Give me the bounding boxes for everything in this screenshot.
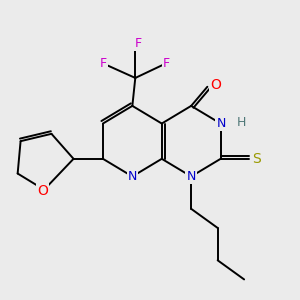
- Text: O: O: [210, 78, 221, 92]
- Text: F: F: [135, 37, 142, 50]
- Text: F: F: [163, 57, 170, 70]
- Text: F: F: [99, 57, 106, 70]
- Text: S: S: [252, 152, 261, 166]
- Text: H: H: [237, 116, 247, 129]
- Text: N: N: [217, 117, 226, 130]
- Text: O: O: [37, 184, 48, 198]
- Text: N: N: [128, 170, 137, 183]
- Text: N: N: [187, 170, 196, 183]
